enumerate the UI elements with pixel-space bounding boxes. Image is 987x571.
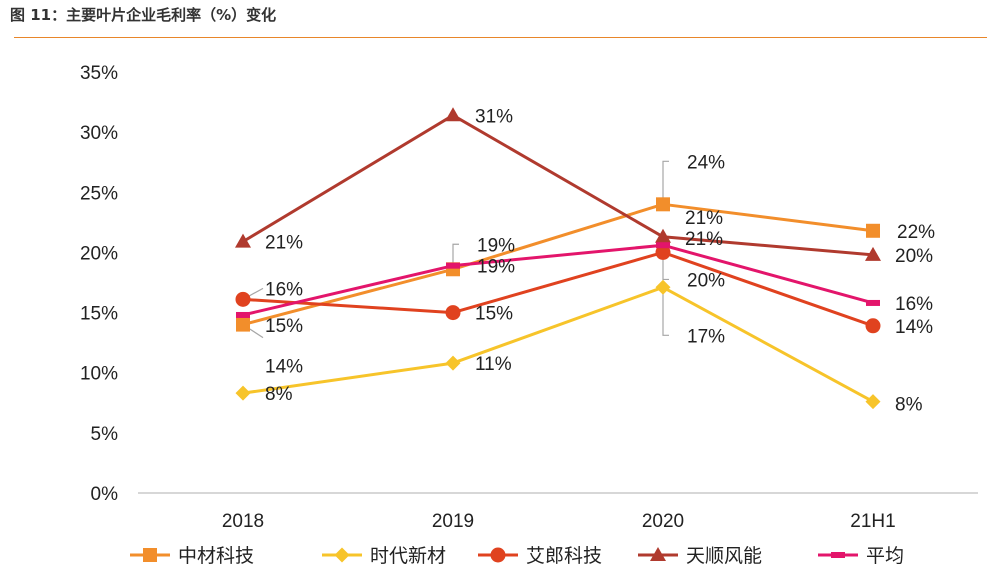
legend-label: 平均	[866, 545, 904, 567]
data-label: 20%	[687, 270, 725, 291]
data-label: 15%	[265, 316, 303, 337]
data-point	[655, 244, 671, 260]
data-point	[865, 318, 881, 334]
label-leader	[452, 243, 459, 270]
figure-title: 图 11：主要叶片企业毛利率（%）变化	[10, 6, 277, 24]
legend-marker	[334, 547, 350, 563]
y-tick-label: 10%	[80, 364, 118, 385]
data-label: 15%	[475, 304, 513, 325]
data-point	[866, 299, 880, 306]
data-point	[235, 385, 251, 401]
series-line	[242, 202, 874, 327]
data-point	[655, 279, 671, 295]
legend-marker	[143, 548, 157, 562]
data-label: 8%	[265, 384, 293, 405]
x-tick-label: 2019	[432, 511, 474, 532]
data-label: 21%	[685, 208, 723, 229]
data-labels: 14% 19% 24% 22% 8% 11% 17% 8% 16% 15% 20% 14% 21% 31%…	[265, 106, 935, 415]
legend-label: 艾郎科技	[526, 545, 602, 567]
data-point	[865, 394, 881, 410]
data-point	[446, 262, 460, 269]
data-point	[236, 311, 250, 318]
data-label: 24%	[687, 152, 725, 173]
data-label: 20%	[895, 246, 933, 267]
series-lines	[242, 113, 874, 403]
data-label: 8%	[895, 395, 923, 416]
y-tick-label: 15%	[80, 304, 118, 325]
data-label: 19%	[477, 235, 515, 256]
x-tick-label: 2020	[642, 511, 684, 532]
data-point	[445, 107, 461, 122]
data-label: 14%	[895, 317, 933, 338]
legend: 中材科技 时代新材 艾郎科技 天顺风能 平均	[130, 545, 904, 567]
axis-layer: 0% 5% 10% 15% 20% 25% 30% 35% 2018 2019 2020 21H1	[80, 63, 978, 532]
x-tick-label: 21H1	[850, 511, 895, 532]
legend-label: 中材科技	[178, 545, 254, 567]
data-label: 31%	[475, 106, 513, 127]
x-tick-label: 2018	[222, 511, 264, 532]
y-tick-label: 20%	[80, 243, 118, 264]
data-point	[236, 317, 250, 332]
data-label: 19%	[477, 257, 515, 278]
label-leader	[662, 287, 669, 336]
data-point	[865, 246, 881, 261]
series-markers	[235, 107, 881, 410]
data-label: 17%	[687, 326, 725, 347]
data-point	[656, 242, 670, 249]
y-tick-label: 0%	[91, 484, 119, 505]
legend-marker	[490, 547, 506, 563]
data-label: 11%	[475, 354, 512, 375]
data-label: 21%	[685, 229, 723, 250]
legend-label: 天顺风能	[686, 545, 762, 567]
y-tick-label: 5%	[91, 424, 119, 445]
data-point	[235, 291, 251, 307]
data-label: 14%	[265, 357, 303, 378]
data-point	[866, 223, 880, 238]
data-point	[656, 197, 670, 212]
series-line	[242, 285, 874, 403]
label-leader	[662, 160, 669, 205]
y-tick-label: 35%	[80, 63, 118, 84]
data-point	[235, 233, 251, 248]
legend-marker	[831, 552, 845, 558]
data-label: 21%	[265, 233, 303, 254]
data-label: 16%	[265, 279, 303, 300]
data-label: 16%	[895, 294, 933, 315]
legend-marker	[650, 547, 666, 561]
series-line	[242, 243, 874, 317]
series-line	[242, 250, 874, 328]
series-line	[242, 113, 874, 257]
label-leader	[662, 252, 669, 281]
title-rule	[14, 37, 987, 38]
data-point	[655, 228, 671, 243]
data-point	[445, 305, 461, 321]
y-tick-label: 30%	[80, 123, 118, 144]
data-point	[445, 355, 461, 371]
y-tick-label: 25%	[80, 183, 118, 204]
legend-label: 时代新材	[370, 545, 446, 567]
data-label: 22%	[897, 222, 935, 243]
